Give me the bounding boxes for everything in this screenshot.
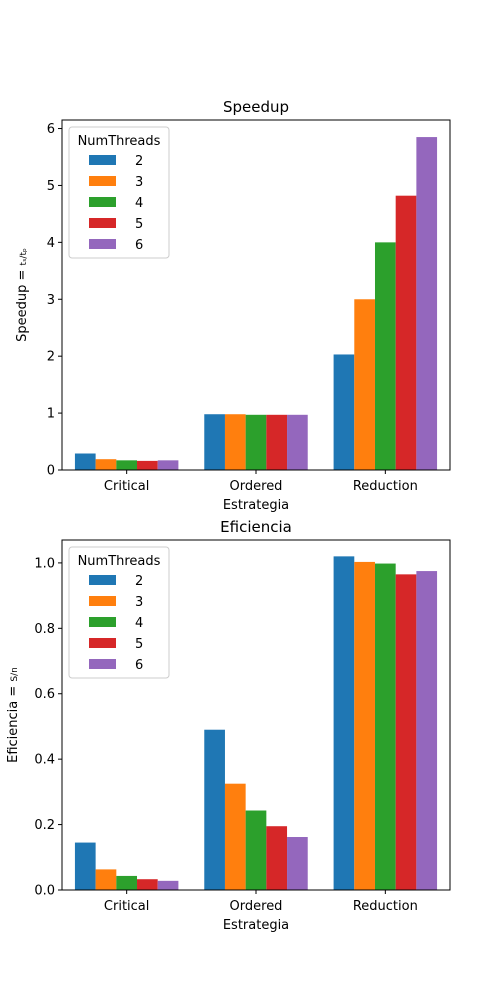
bar-4-critical xyxy=(116,460,138,470)
legend: NumThreads 2 3 4 5 6 xyxy=(68,546,170,679)
legend-swatch-4 xyxy=(89,197,116,207)
legend-swatch-2 xyxy=(89,155,116,165)
legend-title: NumThreads xyxy=(78,134,161,149)
y-tick-label: 0 xyxy=(47,464,55,479)
legend-label-4: 4 xyxy=(135,196,143,211)
y-tick-label: 3 xyxy=(47,293,55,308)
y-axis-label-formula: S/n xyxy=(10,667,20,681)
legend-swatch-6 xyxy=(89,659,116,669)
y-tick-label: 1.0 xyxy=(34,556,55,571)
x-axis-label: Estrategia xyxy=(223,498,289,513)
bar-6-critical xyxy=(157,880,179,890)
y-axis-label-text: Eficiencia = xyxy=(6,682,21,763)
bar-2-ordered xyxy=(204,414,225,470)
bar-5-ordered xyxy=(266,826,288,890)
bar-6-reduction xyxy=(416,137,438,470)
x-tick-label: Critical xyxy=(104,899,149,914)
speedup-chart: Speedup Estrategia Speedup = tₛ/tₚ 0 1 2 3 4… xyxy=(15,98,451,513)
bar-6-reduction xyxy=(416,571,438,890)
legend-label-3: 3 xyxy=(135,595,143,610)
y-tick-label: 1 xyxy=(47,407,55,422)
y-axis-label: Eficiencia = S/n xyxy=(6,667,21,763)
legend-label-5: 5 xyxy=(135,217,143,232)
y-tick-label: 5 xyxy=(47,179,55,194)
bar-5-critical xyxy=(137,460,158,470)
legend-swatch-3 xyxy=(89,176,116,186)
legend: NumThreads 2 3 4 5 6 xyxy=(68,126,170,259)
legend-swatch-5 xyxy=(89,638,116,648)
svg-text:Eficiencia = S/n: Eficiencia = S/n xyxy=(6,667,21,763)
x-axis-label: Estrategia xyxy=(223,918,289,933)
y-axis-label-text: Speedup = xyxy=(15,265,30,341)
svg-text:Speedup = tₛ/tₚ: Speedup = tₛ/tₚ xyxy=(15,248,30,342)
bar-6-critical xyxy=(157,460,179,470)
bar-2-reduction xyxy=(333,354,355,470)
bar-3-critical xyxy=(95,459,117,470)
bar-5-reduction xyxy=(395,574,417,890)
legend-label-2: 2 xyxy=(135,154,143,169)
bar-3-reduction xyxy=(354,299,375,470)
bar-2-critical xyxy=(74,842,96,890)
plot-area: 0.0 0.2 0.4 0.6 0.8 1.0 Critical Ordered Reducti… xyxy=(34,539,451,914)
x-tick-label: Reduction xyxy=(353,899,418,914)
legend-label-3: 3 xyxy=(135,175,143,190)
y-tick-label: 0.0 xyxy=(34,884,55,899)
bar-4-reduction xyxy=(374,242,396,470)
bar-3-reduction xyxy=(354,561,375,890)
legend-swatch-5 xyxy=(89,218,116,228)
y-axis-label-formula: tₛ/tₚ xyxy=(19,248,29,265)
bar-3-ordered xyxy=(224,783,246,890)
bar-5-ordered xyxy=(266,414,288,470)
y-axis-label: Speedup = tₛ/tₚ xyxy=(15,248,30,342)
y-tick-label: 4 xyxy=(47,236,55,251)
bar-5-critical xyxy=(137,879,158,890)
y-tick-label: 0.2 xyxy=(34,818,55,833)
chart-title: Eficiencia xyxy=(220,518,292,536)
bar-4-ordered xyxy=(245,414,267,470)
legend-swatch-2 xyxy=(89,575,116,585)
x-tick-label: Ordered xyxy=(230,479,283,494)
y-tick-label: 0.4 xyxy=(34,753,55,768)
legend-label-6: 6 xyxy=(135,658,143,673)
y-tick-label: 2 xyxy=(47,350,55,365)
bar-6-ordered xyxy=(287,414,308,470)
y-tick-label: 6 xyxy=(47,122,55,137)
bar-3-ordered xyxy=(224,414,246,470)
bar-5-reduction xyxy=(395,195,417,470)
bar-2-ordered xyxy=(204,729,225,890)
eficiencia-chart: Eficiencia Estrategia Eficiencia = S/n 0… xyxy=(6,518,451,933)
bar-4-reduction xyxy=(374,563,396,890)
bar-6-ordered xyxy=(287,837,308,890)
bar-2-reduction xyxy=(333,556,355,890)
bar-4-critical xyxy=(116,875,138,890)
x-tick-label: Critical xyxy=(104,479,149,494)
legend-label-2: 2 xyxy=(135,574,143,589)
plot-area: 0 1 2 3 4 5 6 Critical Ordered Reduction NumThread… xyxy=(47,119,451,494)
bar-2-critical xyxy=(74,453,96,470)
bar-3-critical xyxy=(95,869,117,890)
legend-label-5: 5 xyxy=(135,637,143,652)
legend-label-4: 4 xyxy=(135,616,143,631)
chart-title: Speedup xyxy=(223,98,289,116)
y-tick-label: 0.6 xyxy=(34,687,55,702)
legend-title: NumThreads xyxy=(78,554,161,569)
bar-4-ordered xyxy=(245,810,267,890)
x-tick-label: Ordered xyxy=(230,899,283,914)
y-tick-label: 0.8 xyxy=(34,622,55,637)
legend-label-6: 6 xyxy=(135,238,143,253)
legend-swatch-3 xyxy=(89,596,116,606)
legend-swatch-6 xyxy=(89,239,116,249)
x-tick-label: Reduction xyxy=(353,479,418,494)
legend-swatch-4 xyxy=(89,617,116,627)
